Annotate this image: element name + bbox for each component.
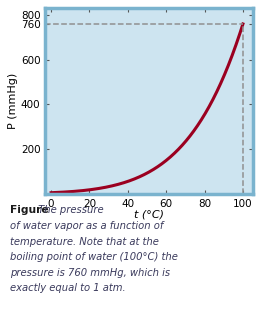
Text: Figure: Figure (10, 205, 49, 215)
Text: pressure is 760 mmHg, which is: pressure is 760 mmHg, which is (10, 268, 170, 278)
Text: of water vapor as a function of: of water vapor as a function of (10, 221, 164, 231)
Y-axis label: P (mmHg): P (mmHg) (8, 73, 18, 129)
Text: temperature. Note that at the: temperature. Note that at the (10, 237, 159, 247)
Text: The pressure: The pressure (10, 205, 104, 215)
Text: exactly equal to 1 atm.: exactly equal to 1 atm. (10, 283, 126, 293)
X-axis label: t (°C): t (°C) (134, 210, 164, 220)
Text: boiling point of water (100°C) the: boiling point of water (100°C) the (10, 252, 178, 262)
